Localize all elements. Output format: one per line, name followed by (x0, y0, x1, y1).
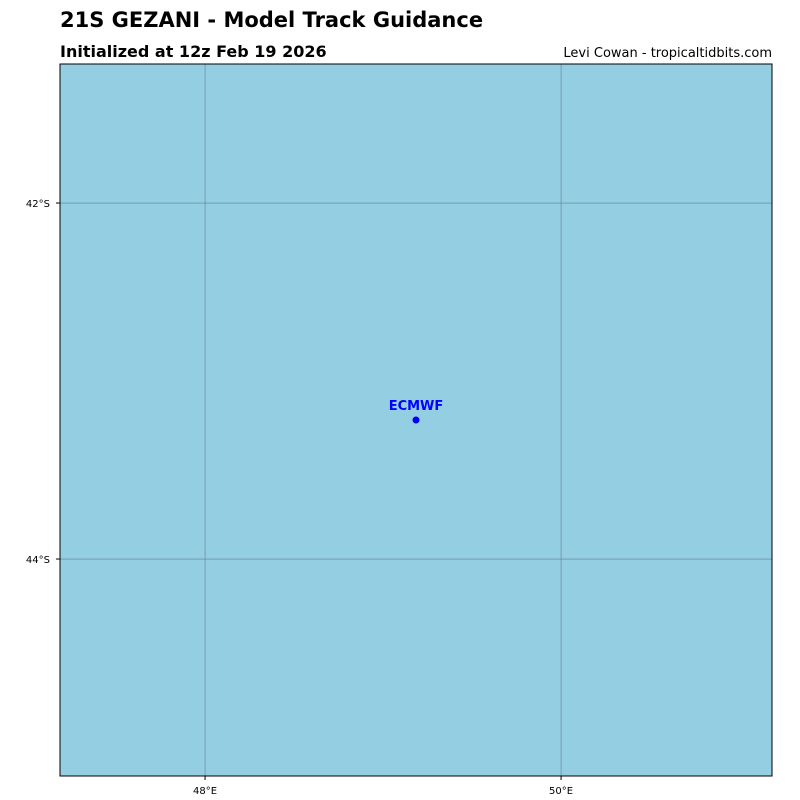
y-tick-label: 42°S (26, 199, 50, 210)
title: 21S GEZANI - Model Track Guidance (60, 8, 483, 32)
credit: Levi Cowan - tropicaltidbits.com (563, 46, 772, 61)
map-frame (59, 63, 773, 777)
x-tick-label: 48°E (193, 786, 217, 797)
track-point (412, 416, 420, 424)
subtitle: Initialized at 12z Feb 19 2026 (60, 42, 327, 61)
x-tick-label: 50°E (549, 786, 573, 797)
y-tick-label: 44°S (26, 555, 50, 566)
model-label: ECMWF (389, 399, 444, 414)
